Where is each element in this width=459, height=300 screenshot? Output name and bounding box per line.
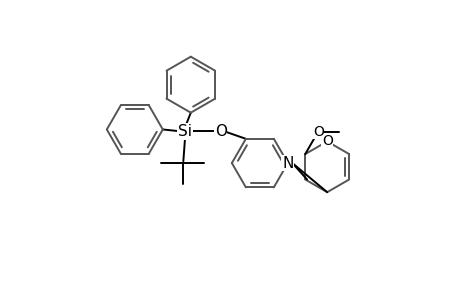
Text: O: O [214, 124, 226, 139]
Text: N: N [281, 156, 293, 171]
Text: O: O [312, 125, 323, 139]
Text: Si: Si [178, 124, 192, 139]
Text: O: O [321, 134, 332, 148]
